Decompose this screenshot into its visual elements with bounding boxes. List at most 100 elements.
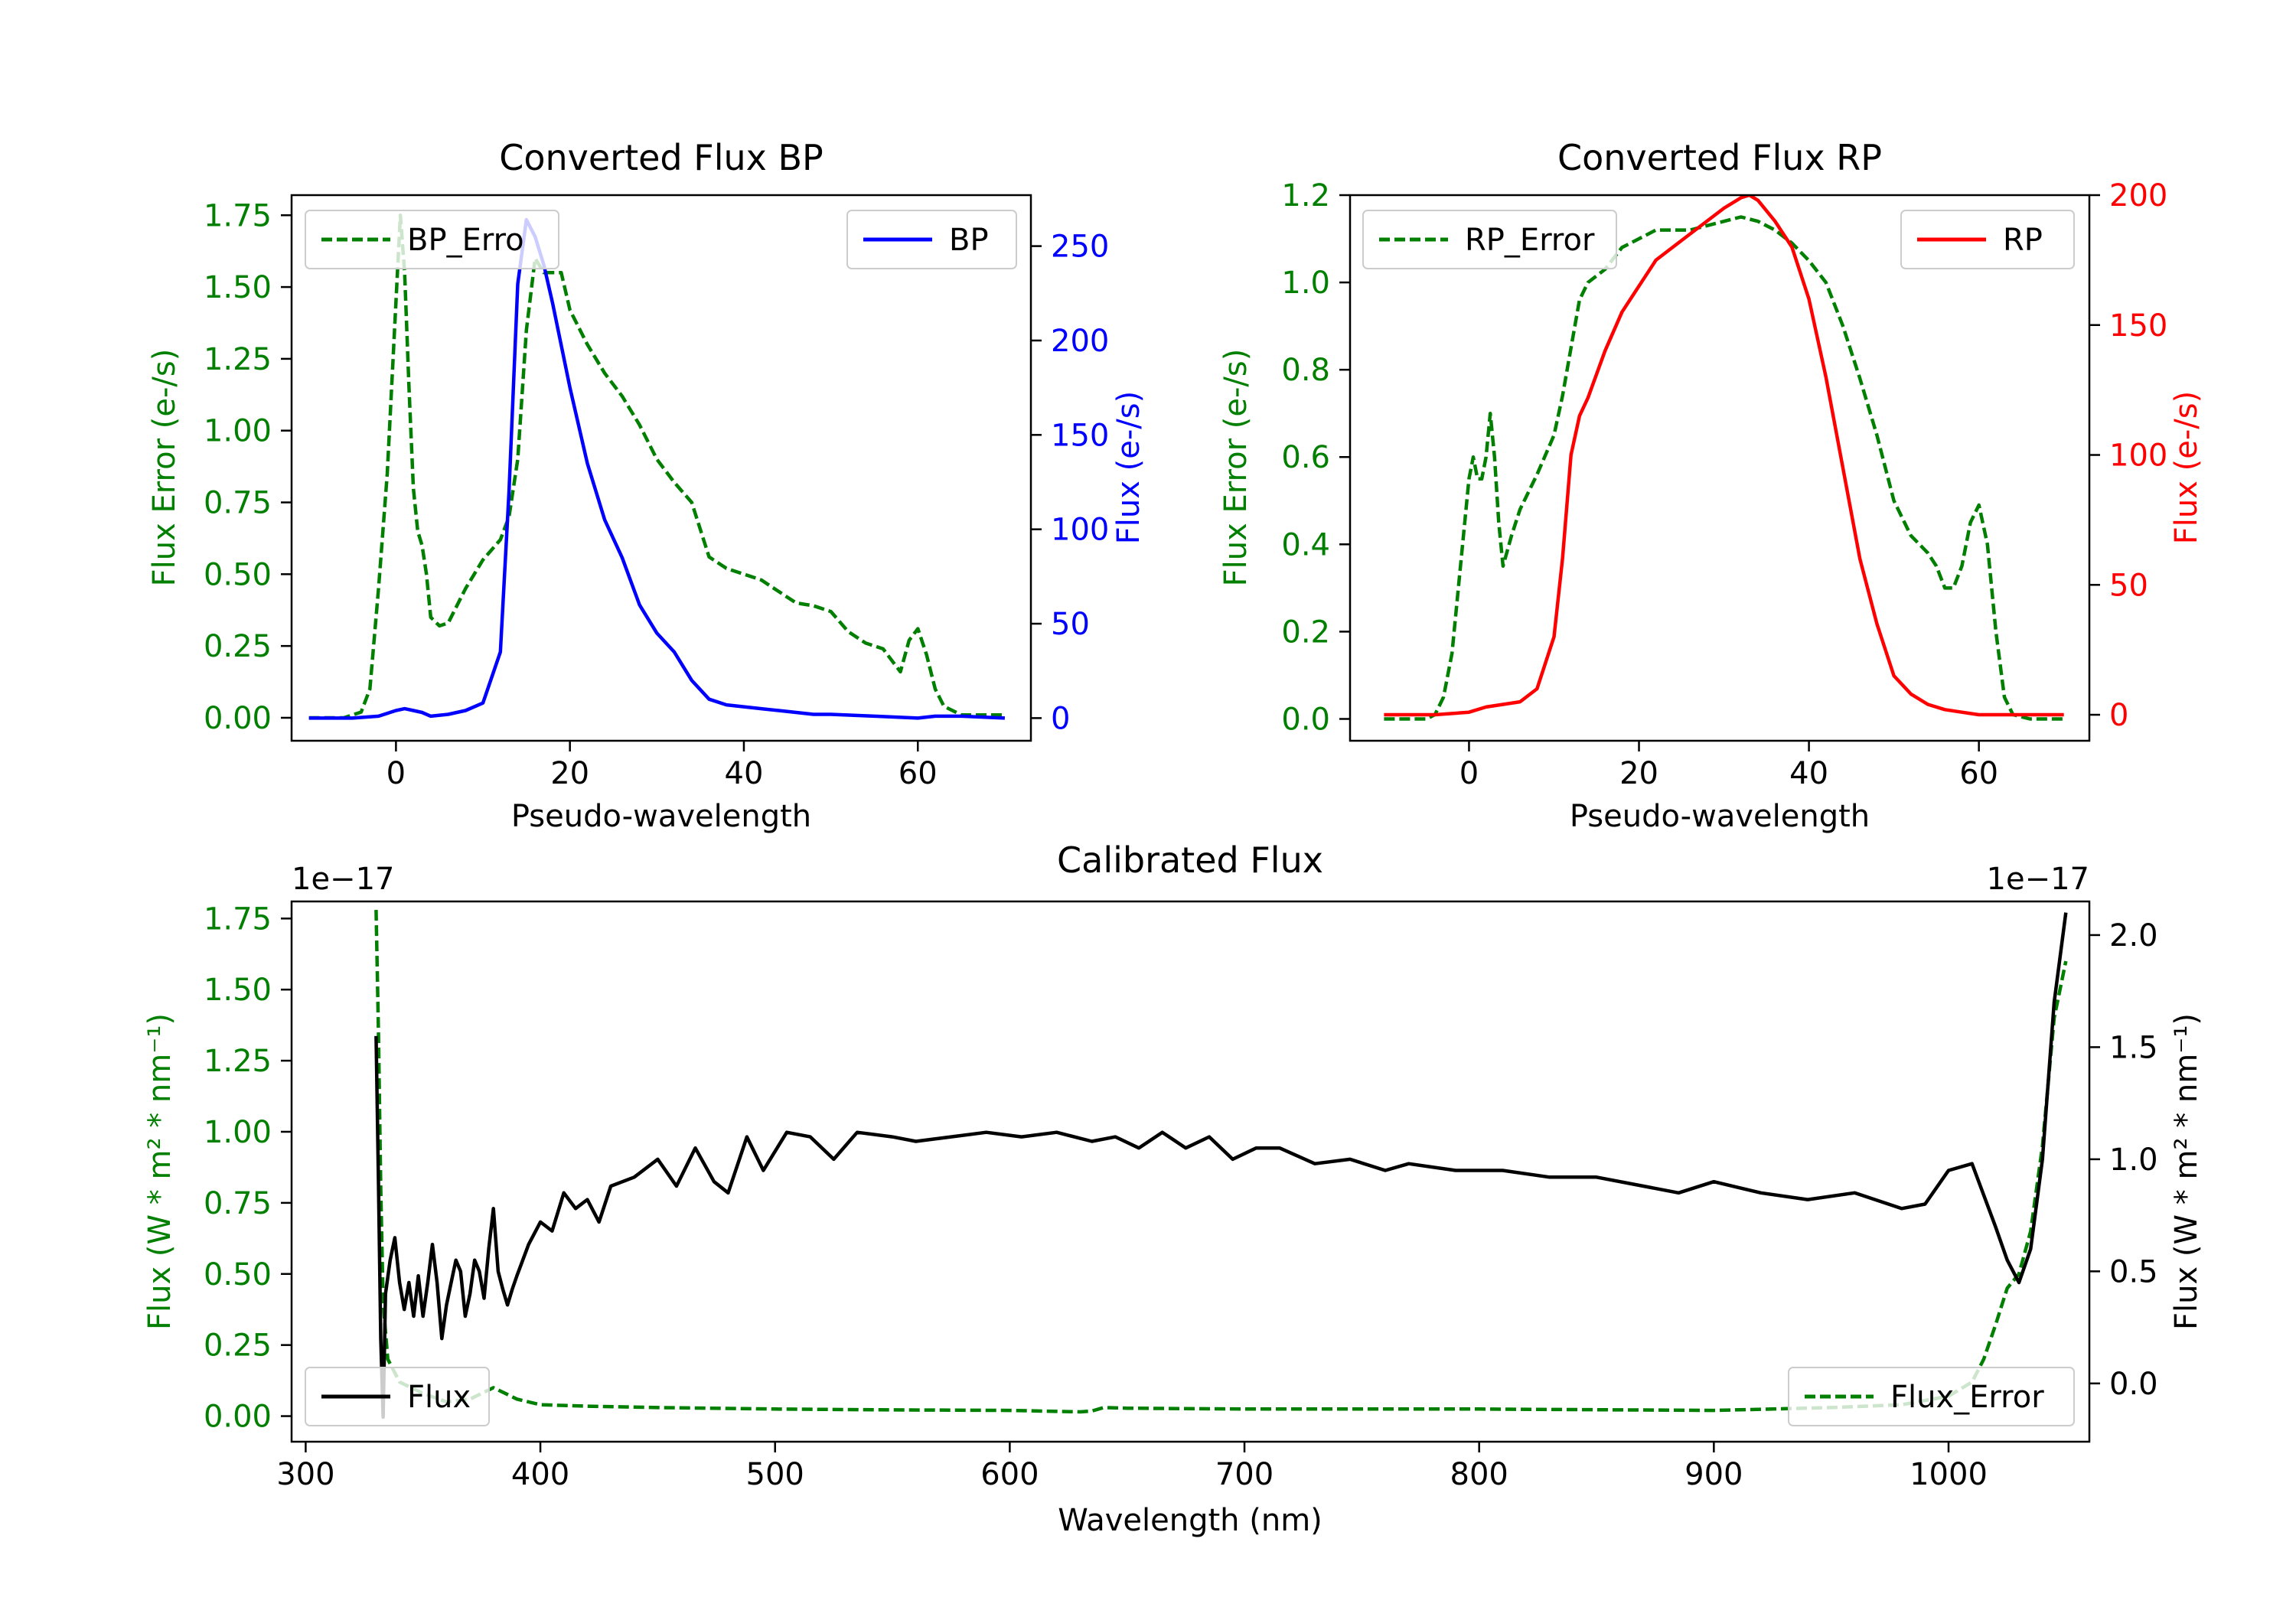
rp-x-tick-label: 0 — [1459, 756, 1479, 791]
cal-y-tick-label: 0.25 — [204, 1328, 272, 1364]
rp-y-ticks: 0.0 0.2 0.4 0.6 0.8 1.0 1.2 — [1281, 178, 1350, 737]
bp-y2-axis-label: Flux (e-/s) — [1111, 391, 1146, 544]
bp-y-tick-label: 1.00 — [204, 414, 272, 449]
rp-axes-frame — [1349, 194, 2091, 742]
bp-y-tick-label: 1.50 — [204, 270, 272, 305]
bp-y2-tick-label: 250 — [1051, 230, 1109, 265]
cal-axes-frame — [290, 900, 2091, 1443]
bp-legend-flux-label: BP — [949, 223, 989, 258]
cal-x-ticks: 300 400 500 600 700 800 900 1000 — [276, 1442, 1988, 1492]
rp-y2-ticks: 0 50 100 150 200 — [2089, 178, 2167, 733]
bp-y-tick-label: 0.50 — [204, 557, 272, 592]
cal-offset-left: 1e−17 — [292, 862, 394, 897]
cal-y2-axis-label: Flux (W * m² * nm⁻¹) — [2169, 1013, 2204, 1330]
cal-legend-error-box — [1788, 1367, 2075, 1426]
rp-y-tick-label: 0.4 — [1281, 527, 1330, 562]
bp-x-tick-label: 60 — [899, 756, 938, 791]
bp-legend-error: BP_Erro — [305, 210, 559, 269]
bp-series-bp-line — [308, 217, 1005, 720]
cal-y-axis-label: Flux (W * m² * nm⁻¹) — [142, 1013, 178, 1330]
rp-y-tick-label: 1.2 — [1281, 178, 1330, 214]
cal-legend-error: Flux_Error — [1788, 1367, 2075, 1426]
rp-y-tick-label: 0.0 — [1281, 702, 1330, 737]
panel-rp: Converted Flux RP 0 20 40 60 0.00.20.40.60.… — [1218, 137, 2204, 834]
cal-y2-tick-label: 0.0 — [2109, 1367, 2158, 1402]
rp-y-tick-label: 1.0 — [1281, 266, 1330, 301]
cal-x-axis-label: Wavelength (nm) — [1058, 1503, 1322, 1538]
cal-legend-flux-box — [305, 1367, 490, 1426]
rp-x-ticks: 0 20 40 60 — [1459, 741, 1998, 791]
rp-y-tick-label: 0.8 — [1281, 353, 1330, 388]
cal-x-tick-label: 600 — [980, 1457, 1039, 1492]
bp-legend-error-box — [305, 210, 559, 269]
rp-series-group — [1384, 195, 2064, 721]
cal-offset-right: 1e−17 — [1987, 862, 2089, 897]
rp-title: Converted Flux RP — [1557, 137, 1882, 178]
bp-y-tick-label: 1.25 — [204, 342, 272, 377]
bp-title: Converted Flux BP — [499, 137, 823, 178]
rp-series-rp-error-line — [1384, 215, 2064, 721]
rp-x-tick-label: 40 — [1789, 756, 1828, 791]
cal-x-tick-label: 400 — [511, 1457, 569, 1492]
bp-legend-error-label: BP_Erro — [407, 223, 524, 258]
bp-y-tick-label: 0.00 — [204, 701, 272, 736]
rp-x-tick-label: 20 — [1619, 756, 1658, 791]
cal-y-tick-label: 0.75 — [204, 1186, 272, 1221]
bp-x-ticks: 0 20 40 60 — [386, 741, 938, 791]
cal-y-tick-label: 1.25 — [204, 1044, 272, 1079]
cal-y-tick-label: 0.50 — [204, 1257, 272, 1292]
rp-legend-error-label: RP_Error — [1465, 223, 1595, 258]
rp-x-tick-label: 60 — [1959, 756, 1998, 791]
bp-y-axis-label: Flux Error (e-/s) — [147, 349, 182, 587]
rp-y2-tick-label: 200 — [2109, 178, 2167, 214]
cal-title: Calibrated Flux — [1057, 839, 1323, 881]
bp-legend-flux: BP — [846, 210, 1017, 269]
cal-y2-tick-label: 1.0 — [2109, 1143, 2158, 1178]
cal-x-tick-label: 300 — [276, 1457, 334, 1492]
cal-y2-tick-label: 0.5 — [2109, 1254, 2158, 1289]
cal-x-tick-label: 700 — [1215, 1457, 1274, 1492]
rp-legend-flux-box — [1900, 210, 2075, 269]
bp-y2-ticks: 0 50 100 150 200 250 — [1031, 230, 1109, 736]
rp-y2-tick-label: 0 — [2109, 698, 2128, 733]
bp-x-tick-label: 20 — [550, 756, 589, 791]
cal-x-tick-label: 900 — [1684, 1457, 1743, 1492]
bp-axes-frame — [290, 194, 1032, 742]
bp-y2-tick-label: 0 — [1051, 701, 1070, 736]
rp-y-axis-label: Flux Error (e-/s) — [1218, 349, 1254, 587]
cal-y2-tick-label: 2.0 — [2109, 918, 2158, 953]
rp-y-tick-label: 0.2 — [1281, 614, 1330, 650]
bp-y2-tick-label: 150 — [1051, 418, 1109, 453]
cal-y-tick-label: 1.75 — [204, 901, 272, 937]
bp-y2-tick-label: 50 — [1051, 607, 1090, 642]
cal-series-flux-line — [374, 912, 2068, 1420]
cal-y2-tick-label: 1.5 — [2109, 1030, 2158, 1065]
cal-y-tick-label: 1.50 — [204, 973, 272, 1008]
rp-legend-flux-label: RP — [2003, 223, 2043, 258]
cal-y-tick-label: 0.00 — [204, 1400, 272, 1435]
rp-y2-tick-label: 100 — [2109, 438, 2167, 474]
rp-y2-tick-label: 150 — [2109, 308, 2167, 344]
panel-calibrated: Calibrated Flux 1e−17 1e−17 300 400 500 600… — [142, 839, 2204, 1538]
bp-series-group — [308, 214, 1005, 720]
cal-legend-flux: Flux — [305, 1367, 490, 1426]
bp-y2-tick-label: 200 — [1051, 324, 1109, 359]
cal-legend-flux-label: Flux — [407, 1380, 471, 1415]
rp-legend-flux: RP — [1900, 210, 2075, 269]
rp-series-rp-line — [1384, 195, 2064, 717]
cal-legend-error-label: Flux_Error — [1890, 1380, 2044, 1415]
bp-y2-tick-label: 100 — [1051, 513, 1109, 548]
bp-x-tick-label: 40 — [725, 756, 764, 791]
cal-x-tick-label: 800 — [1450, 1457, 1508, 1492]
rp-y2-axis-label: Flux (e-/s) — [2169, 391, 2204, 544]
bp-x-axis-label: Pseudo-wavelength — [511, 799, 811, 834]
cal-x-tick-label: 500 — [746, 1457, 804, 1492]
bp-y-ticks: 0.00 0.25 0.50 0.75 1.00 1.25 1.50 1.75 — [204, 198, 292, 736]
rp-legend-error-box — [1362, 210, 1617, 269]
rp-x-axis-label: Pseudo-wavelength — [1570, 799, 1870, 834]
rp-legend-error: RP_Error — [1362, 210, 1617, 269]
rp-y-tick-label: 0.6 — [1281, 440, 1330, 475]
bp-y-tick-label: 0.25 — [204, 629, 272, 664]
bp-y-tick-label: 1.75 — [204, 198, 272, 233]
